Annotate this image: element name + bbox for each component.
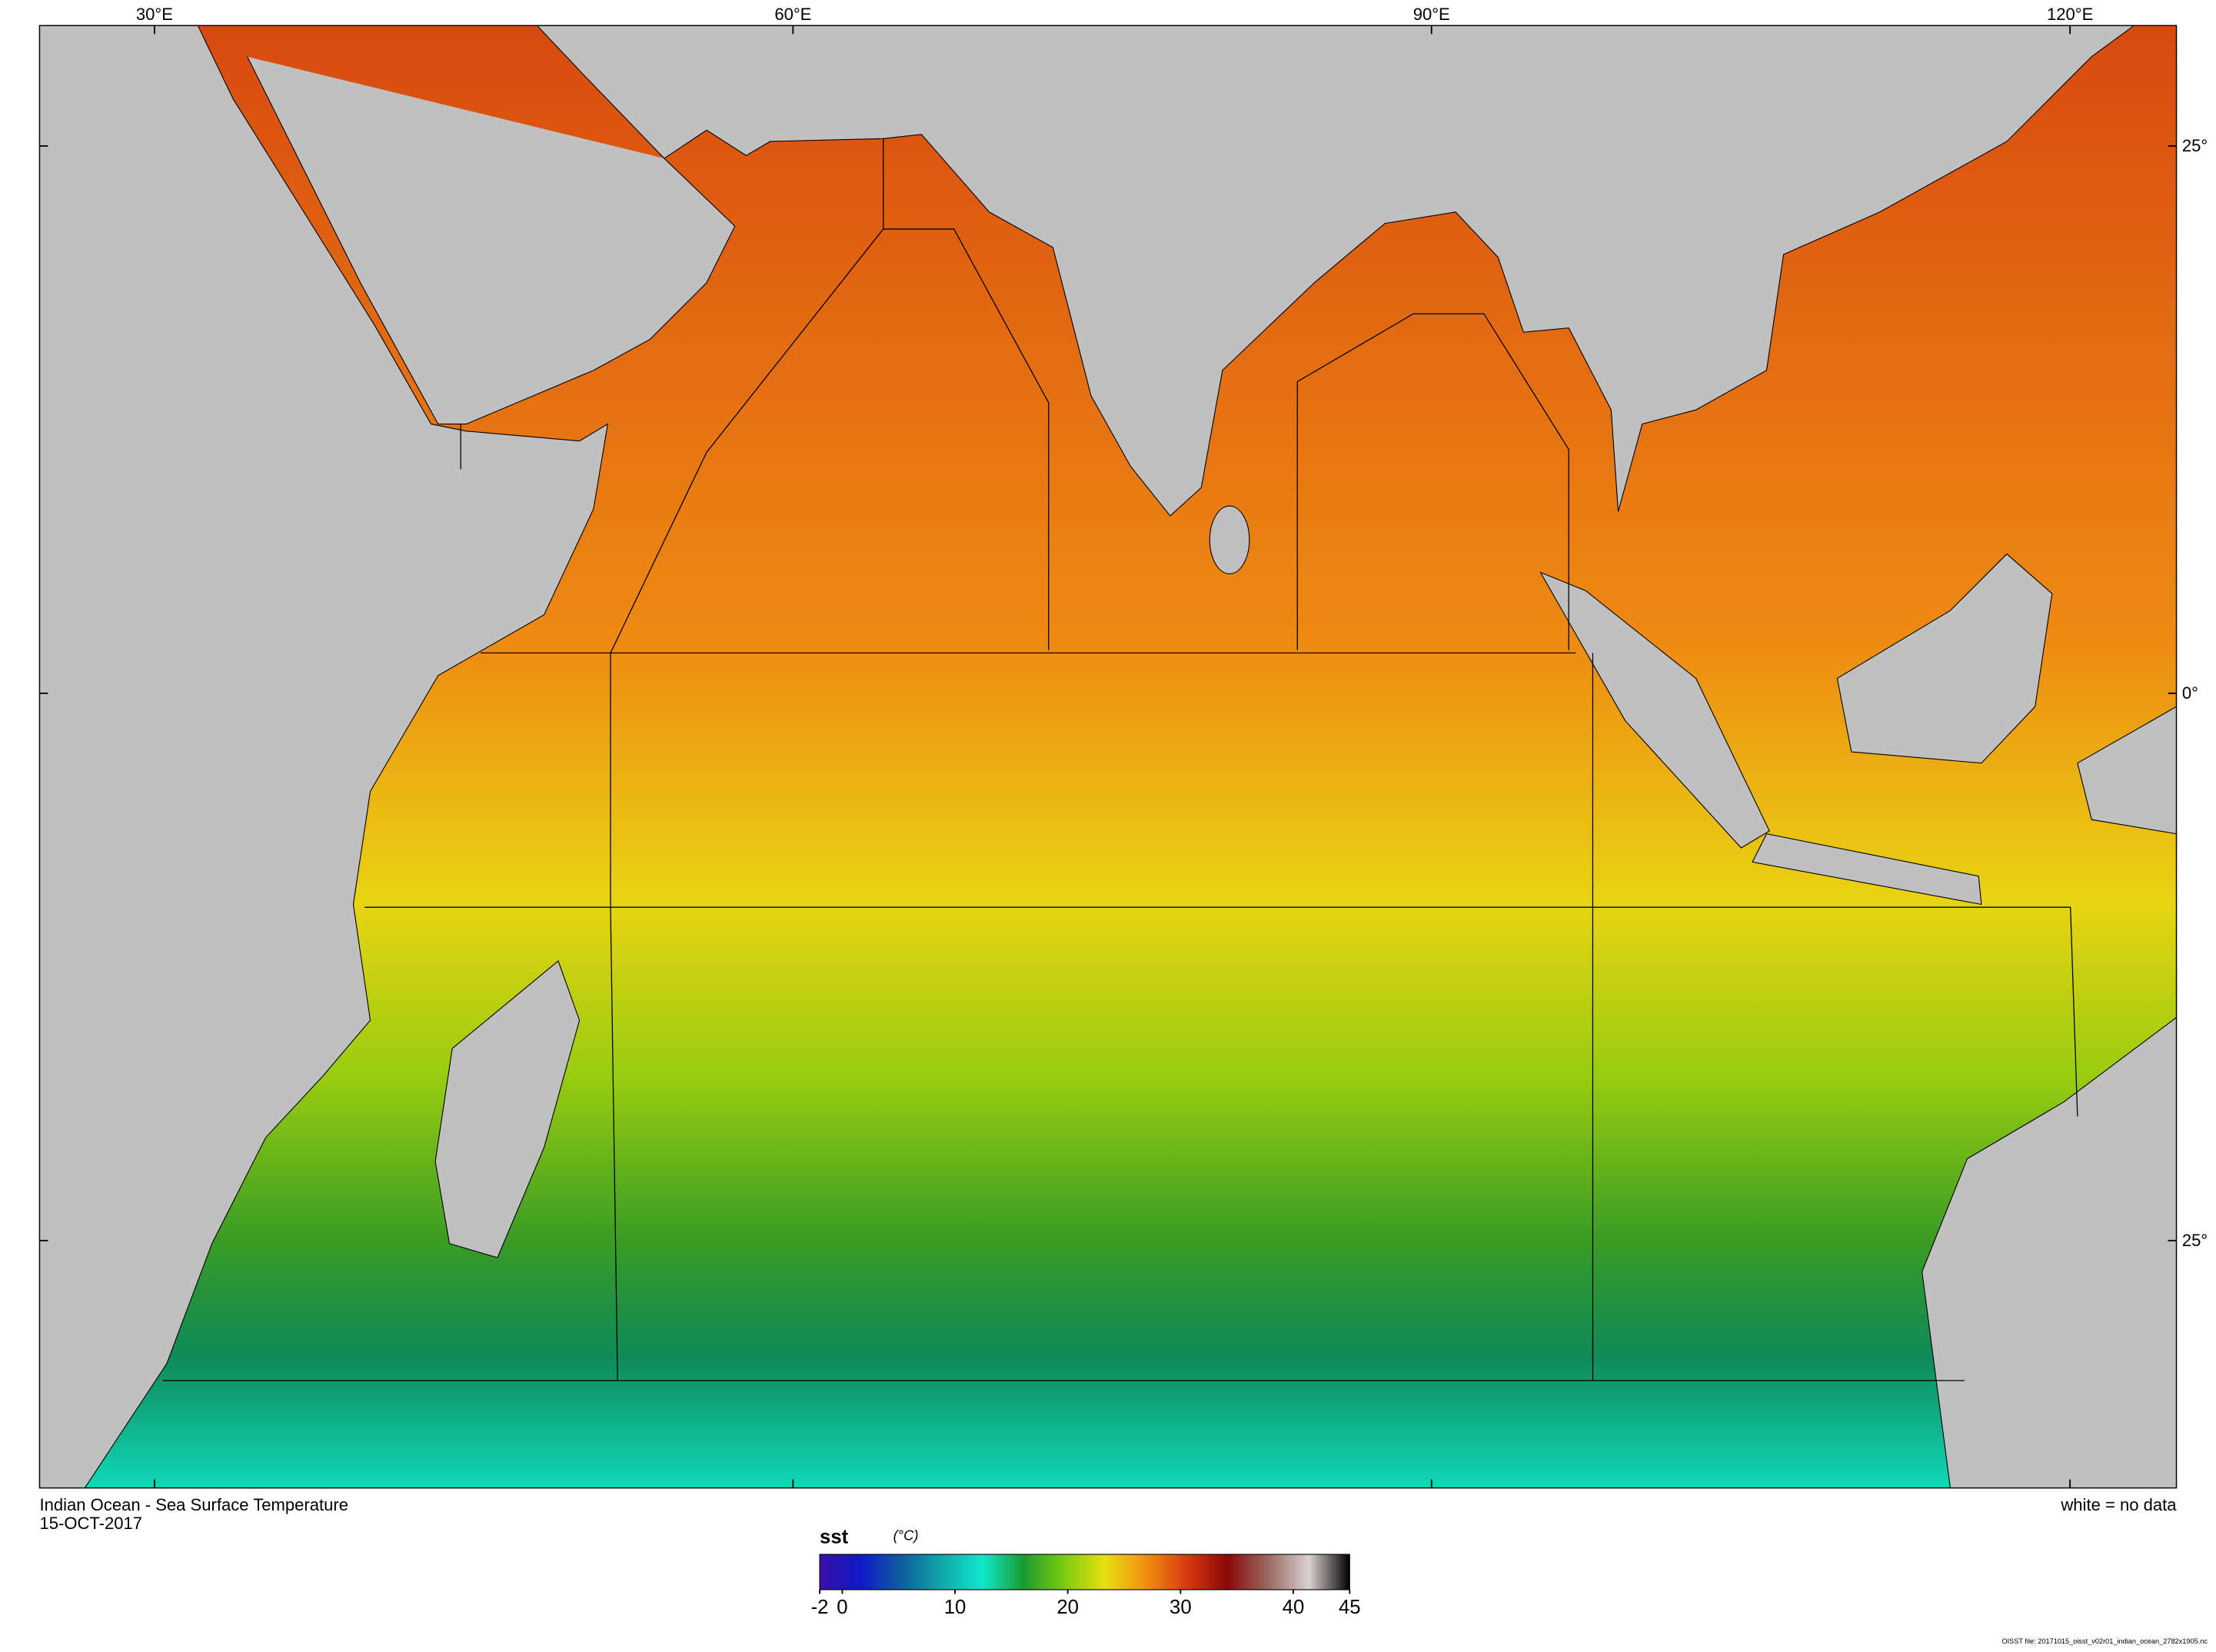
region-boundary bbox=[610, 653, 618, 1381]
lat-tick-label: 25° bbox=[2182, 136, 2208, 155]
colorbar-tick-label: -2 bbox=[811, 1597, 829, 1618]
map-date: 15-OCT-2017 bbox=[39, 1514, 142, 1533]
colorbar-tick-label: 20 bbox=[1056, 1597, 1079, 1618]
lon-tick-label: 90°E bbox=[1413, 5, 1450, 24]
africa bbox=[39, 25, 609, 1488]
colorbar bbox=[819, 1554, 1350, 1591]
colorbar-tick-label: 30 bbox=[1170, 1597, 1192, 1618]
colorbar-tick-label: 0 bbox=[837, 1597, 847, 1618]
region-boundary bbox=[364, 906, 2078, 1117]
java bbox=[1752, 833, 1982, 906]
sri-lanka bbox=[1209, 505, 1250, 574]
sumatra bbox=[1539, 571, 1770, 849]
lon-tick-label: 120°E bbox=[2047, 5, 2093, 24]
map-area bbox=[39, 25, 2177, 1488]
map-title: Indian Ocean - Sea Surface Temperature bbox=[39, 1495, 348, 1514]
colorbar-tick-label: 10 bbox=[944, 1597, 967, 1618]
colorbar-tick-label: 40 bbox=[1283, 1597, 1305, 1618]
map-frame bbox=[38, 25, 2178, 1489]
colorbar-unit: (°C) bbox=[893, 1527, 919, 1544]
new-guinea bbox=[2077, 706, 2177, 835]
arabia-asia bbox=[247, 25, 2135, 517]
lat-tick-label: 25° bbox=[2182, 1231, 2208, 1250]
region-boundary bbox=[610, 228, 1050, 653]
no-data-note: white = no data bbox=[2060, 1495, 2177, 1514]
madagascar bbox=[434, 960, 581, 1258]
lat-tick-label: 0° bbox=[2182, 683, 2198, 703]
lon-tick-label: 30°E bbox=[136, 5, 173, 24]
file-name: OISST file: 20171015_oisst_v02r01_indian… bbox=[2001, 1637, 2208, 1645]
borneo bbox=[1836, 553, 2053, 764]
colorbar-tick-label: 45 bbox=[1339, 1597, 1361, 1618]
lon-tick-label: 60°E bbox=[774, 5, 811, 24]
region-boundary bbox=[1296, 313, 1569, 650]
australia bbox=[1922, 1016, 2177, 1488]
colorbar-name: sst bbox=[820, 1526, 849, 1547]
